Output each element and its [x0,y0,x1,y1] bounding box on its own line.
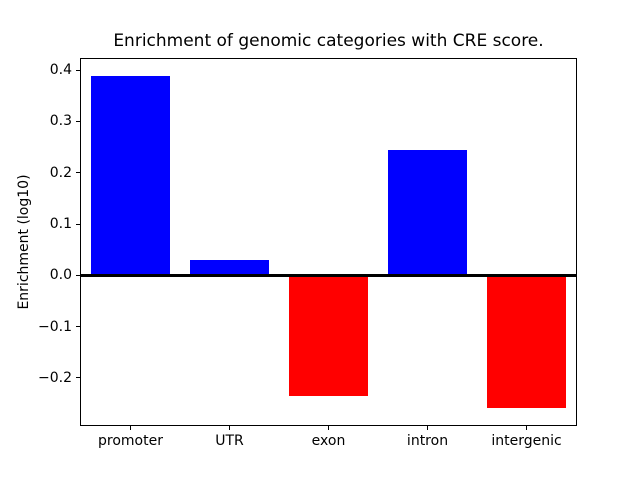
plot-area [80,58,577,426]
ytick-label: −0.2 [38,369,72,386]
zero-line [81,274,576,277]
xtick-mark [130,426,131,430]
ytick-label: −0.1 [38,318,72,335]
xtick-label-UTR: UTR [215,433,244,449]
ytick-mark [76,69,80,71]
xtick-mark [229,426,230,430]
bar-exon [288,275,369,397]
xtick-label-promoter: promoter [98,433,163,449]
chart-title: Enrichment of genomic categories with CR… [113,31,544,51]
ytick-mark [76,172,80,174]
xtick-label-exon: exon [311,433,346,449]
ytick-label: 0.1 [49,216,72,232]
xtick-mark [427,426,428,430]
bar-UTR [189,259,270,276]
ytick-mark [76,223,80,225]
ytick-mark [76,120,80,122]
ytick-mark [76,377,80,379]
y-axis-label: Enrichment (log10) [16,174,32,310]
xtick-label-intron: intron [406,433,449,449]
bar-intergenic [486,275,567,408]
ytick-label: 0.3 [49,113,72,130]
xtick-mark [328,426,329,430]
xtick-label-intergenic: intergenic [491,433,562,449]
ytick-label: 0.0 [49,267,72,284]
bar-promoter [90,75,171,276]
ytick-label: 0.4 [49,62,72,79]
ytick-mark [76,274,80,276]
ytick-mark [76,326,80,328]
bar-intron [387,150,468,276]
xtick-mark [526,426,527,430]
ytick-label: 0.2 [49,164,72,181]
